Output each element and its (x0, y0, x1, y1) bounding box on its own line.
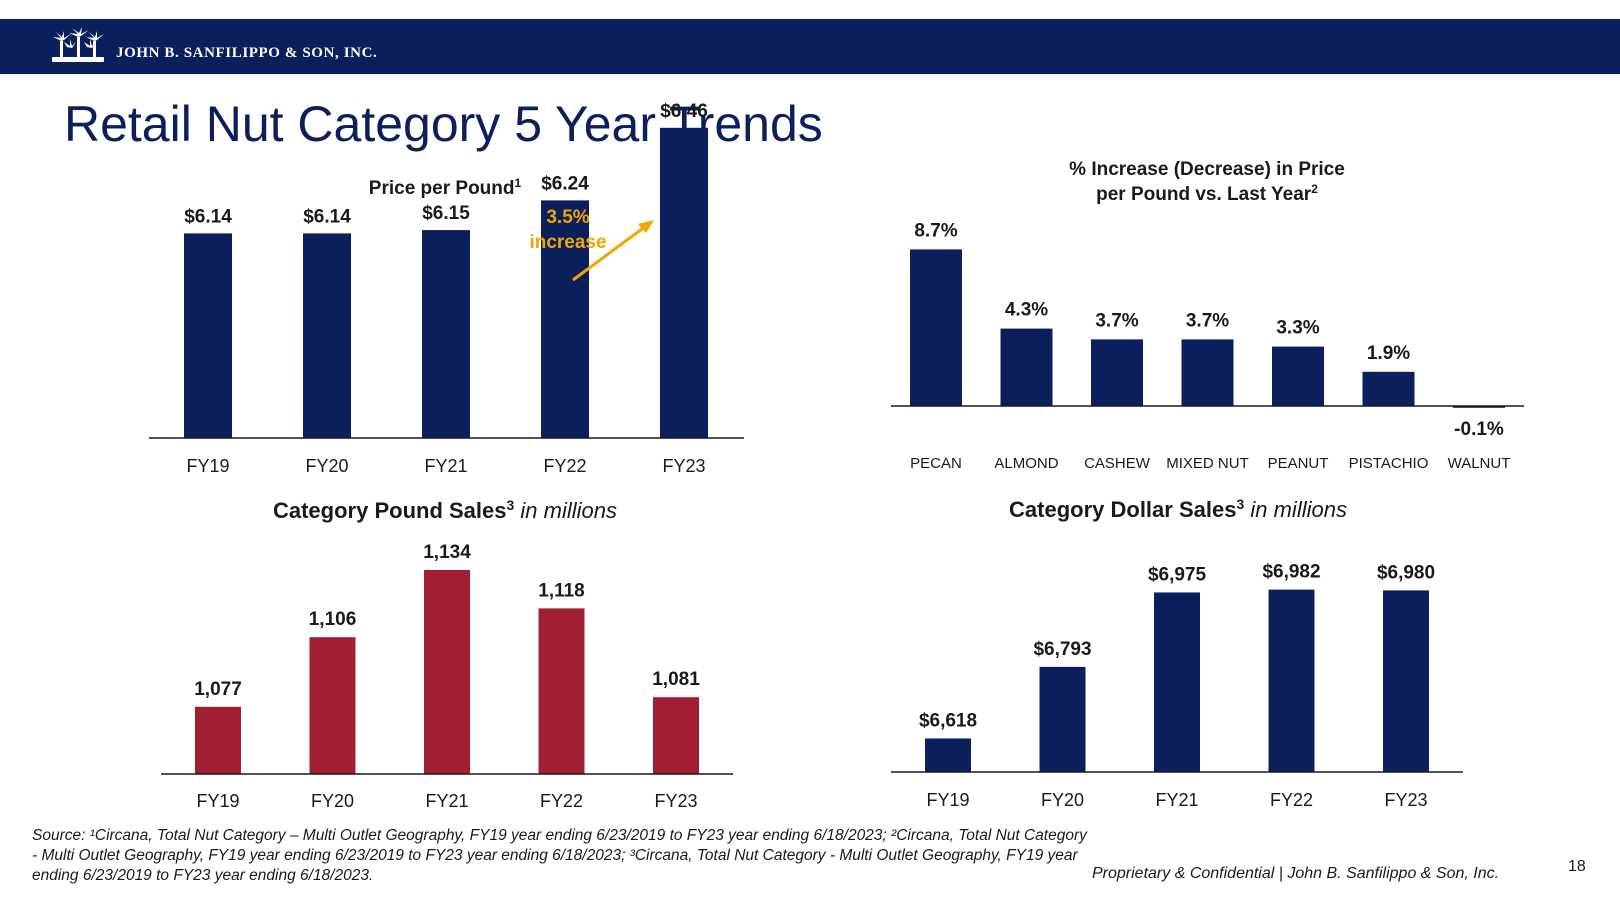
price-increase-arrowhead (638, 220, 654, 233)
bar-fy19 (925, 738, 971, 772)
data-label: $6,982 (1262, 562, 1320, 583)
data-label: 4.3% (1005, 300, 1048, 321)
bar-fy22 (538, 608, 585, 774)
tick-label: FY20 (311, 791, 354, 811)
tick-label: MIXED NUT (1166, 455, 1249, 472)
confidential-footer: Proprietary & Confidential | John B. San… (1092, 865, 1500, 882)
bar-cashew (1091, 339, 1143, 406)
annotation-percent: 3.5% (546, 207, 589, 228)
bar-fy21 (424, 570, 470, 774)
annotation-text: increase (529, 232, 606, 253)
data-label: $6,980 (1377, 562, 1435, 583)
bar-pecan (910, 249, 962, 406)
tick-label: FY19 (196, 791, 239, 811)
chart-title: Category Dollar Sales3 in millions (1009, 496, 1347, 522)
tick-label: FY22 (540, 791, 583, 811)
page-number: 18 (1568, 858, 1586, 875)
tick-label: FY19 (186, 456, 229, 476)
bar-fy19 (184, 233, 232, 438)
source-note: Source: ¹Circana, Total Nut Category – M… (32, 827, 1087, 884)
tick-label: FY22 (543, 456, 586, 476)
tick-label: FY20 (305, 456, 348, 476)
chart-title: Price per Pound1 (369, 176, 522, 199)
data-label: $6.15 (422, 203, 470, 224)
data-label: $6,618 (919, 710, 977, 731)
bar-walnut (1453, 406, 1505, 408)
tick-label: ALMOND (994, 455, 1058, 472)
bar-fy22 (541, 200, 589, 438)
data-label: $6,975 (1148, 564, 1207, 585)
tick-label: FY23 (662, 456, 705, 476)
data-label: 1,118 (538, 580, 585, 601)
bar-fy21 (422, 230, 470, 438)
price-change-by-nut-chart: % Increase (Decrease) in Price per Pound… (891, 159, 1524, 472)
data-label: -0.1% (1454, 419, 1504, 440)
palm-trees-logo-icon (52, 27, 104, 62)
bar-fy23 (1383, 590, 1429, 772)
pound-sales-chart: Category Pound Sales3 in millions 1,077 F… (161, 497, 733, 811)
bar-mixed-nut (1181, 339, 1234, 406)
bar-fy20 (1039, 666, 1086, 772)
bar-fy23 (660, 127, 708, 439)
data-label: 1,106 (309, 609, 357, 630)
data-label: $6,793 (1033, 639, 1091, 660)
data-label: 3.7% (1095, 310, 1138, 331)
price-increase-arrow (572, 224, 647, 282)
tick-label: FY20 (1041, 790, 1084, 810)
data-label: $6.46 (660, 101, 708, 122)
data-label: 8.7% (914, 220, 957, 241)
tick-label: FY21 (424, 456, 467, 476)
tick-label: PECAN (910, 455, 962, 472)
chart-title: % Increase (Decrease) in Price (1069, 159, 1345, 180)
tick-label: CASHEW (1084, 455, 1151, 472)
tick-label: FY23 (654, 791, 697, 811)
tick-label: FY22 (1270, 790, 1313, 810)
header-bar: JOHN B. SANFILIPPO & SON, INC. (0, 19, 1620, 74)
tick-label: PEANUT (1268, 455, 1329, 472)
bar-fy22 (1268, 589, 1315, 772)
bar-fy21 (1154, 592, 1200, 772)
data-label: 3.3% (1276, 318, 1319, 339)
tick-label: WALNUT (1448, 455, 1511, 472)
tick-label: FY19 (926, 790, 969, 810)
price-per-pound-chart: Price per Pound1 $6.14 FY19 $6.14 FY20 $6.15… (149, 101, 744, 476)
tick-label: FY23 (1384, 790, 1427, 810)
chart-title-line2: per Pound vs. Last Year2 (1096, 182, 1318, 205)
bar-fy19 (195, 706, 241, 774)
chart-title: Category Pound Sales3 in millions (273, 497, 617, 523)
tick-label: PISTACHIO (1349, 455, 1429, 472)
bar-fy20 (309, 637, 356, 774)
bar-fy20 (303, 233, 351, 438)
bar-fy23 (653, 697, 699, 774)
tick-label: FY21 (1155, 790, 1198, 810)
dollar-sales-chart: Category Dollar Sales3 in millions $6,61… (891, 496, 1463, 810)
data-label: 1,081 (652, 669, 700, 690)
data-label: $6.14 (303, 206, 351, 227)
bar-almond (1000, 328, 1053, 406)
data-label: 1.9% (1367, 343, 1410, 364)
data-label: 1,077 (194, 679, 242, 700)
bar-peanut (1272, 346, 1324, 406)
tick-label: FY21 (425, 791, 468, 811)
data-label: $6.24 (541, 173, 589, 194)
bar-pistachio (1362, 371, 1415, 406)
data-label: $6.14 (184, 206, 232, 227)
data-label: 3.7% (1186, 310, 1229, 331)
data-label: 1,134 (423, 542, 471, 563)
company-name: JOHN B. SANFILIPPO & SON, INC. (116, 45, 378, 61)
